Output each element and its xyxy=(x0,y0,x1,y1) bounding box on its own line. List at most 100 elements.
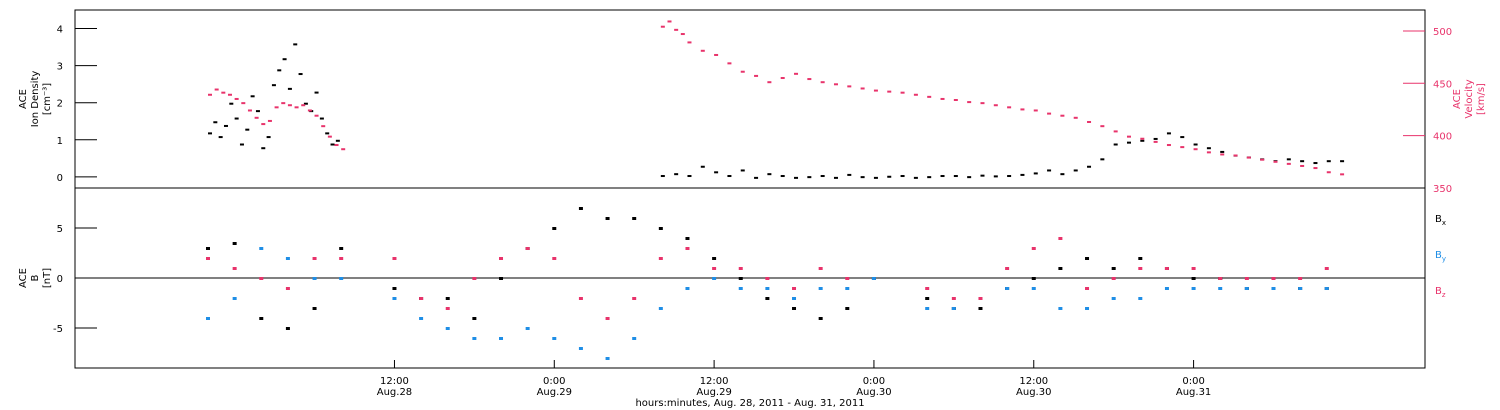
Bx-point xyxy=(845,307,850,310)
By-point xyxy=(445,327,450,330)
By-point xyxy=(206,317,210,320)
velocity-point xyxy=(1313,167,1318,170)
By-point xyxy=(712,277,717,280)
ion-density-point xyxy=(218,136,223,139)
Bz-point xyxy=(818,267,823,270)
ion-density-point xyxy=(319,117,324,120)
ion-density-point xyxy=(847,173,852,176)
top-panel: 0 1 2 3 4 350 400 450 500 ACE Ion Density [cm⁻³… xyxy=(18,9,1487,195)
Bz-point xyxy=(552,257,557,260)
velocity-point xyxy=(1273,160,1278,163)
By-point xyxy=(792,297,797,300)
velocity-point xyxy=(754,74,759,77)
x-tick-label-time: 0:00 xyxy=(543,376,565,387)
By-point xyxy=(951,307,956,310)
By-point xyxy=(765,287,770,290)
velocity-point xyxy=(1300,164,1305,167)
ion-density-point xyxy=(714,171,719,174)
top-left-ylabel-line3: [cm⁻³] xyxy=(42,83,53,115)
velocity-point xyxy=(1220,153,1225,156)
velocity-point xyxy=(1326,171,1331,174)
By-point xyxy=(1058,307,1063,310)
x-tick-label-date: Aug.29 xyxy=(537,387,572,398)
velocity-point xyxy=(1233,154,1238,157)
Bx-point xyxy=(605,217,610,220)
velocity-point xyxy=(1193,148,1198,151)
bottom-left-ylabel: ACE B [nT] xyxy=(18,268,53,288)
velocity-point xyxy=(267,119,272,122)
velocity-point xyxy=(1260,158,1265,161)
By-point xyxy=(925,307,930,310)
Bz-point xyxy=(472,277,477,280)
ion-density-point xyxy=(767,173,772,176)
velocity-point xyxy=(993,104,998,107)
ion-density-point xyxy=(271,84,276,87)
Bz-point xyxy=(685,247,690,250)
Bx-point xyxy=(925,297,930,300)
Bz-point xyxy=(1244,277,1249,280)
ion-density-points xyxy=(208,43,1345,179)
ion-density-point xyxy=(239,143,244,146)
velocity-point xyxy=(1007,106,1012,109)
ion-density-point xyxy=(1220,150,1225,153)
By-point xyxy=(392,297,397,300)
By-point xyxy=(472,337,477,340)
By-point xyxy=(232,297,237,300)
legend-label: Bx xyxy=(1435,214,1446,227)
velocity-point xyxy=(674,28,679,31)
ion-density-point xyxy=(807,176,812,179)
x-tick-label-time: 0:00 xyxy=(863,376,885,387)
velocity-point xyxy=(767,81,772,84)
By-point xyxy=(312,277,317,280)
ion-density-point xyxy=(1206,147,1211,150)
By-point xyxy=(419,317,424,320)
Bx-point xyxy=(232,242,237,245)
ion-density-point xyxy=(245,128,250,131)
ion-density-point xyxy=(335,139,340,142)
ion-density-point xyxy=(287,87,292,90)
ion-density-point xyxy=(1087,165,1092,168)
ion-density-point xyxy=(1033,172,1038,175)
By-point xyxy=(632,337,637,340)
ion-density-point xyxy=(1153,137,1158,140)
velocity-point xyxy=(980,102,985,105)
ion-density-point xyxy=(1180,136,1185,139)
top-panel-frame xyxy=(74,9,1426,189)
ion-density-point xyxy=(277,69,282,72)
velocity-point xyxy=(314,114,319,117)
ion-density-point xyxy=(213,121,218,124)
ion-density-point xyxy=(266,136,271,139)
ion-density-point xyxy=(1340,160,1345,163)
velocity-point xyxy=(780,77,785,80)
bottom-left-tick-label: 5 xyxy=(57,224,63,235)
By-point xyxy=(525,327,530,330)
Bz-point xyxy=(1111,277,1116,280)
velocity-point xyxy=(1180,146,1185,149)
ion-density-point xyxy=(820,175,825,178)
top-left-tick-label: 2 xyxy=(57,99,63,110)
Bz-point xyxy=(312,257,317,260)
Bz-point xyxy=(1031,247,1036,250)
top-left-tick-label: 4 xyxy=(57,25,63,36)
velocity-point xyxy=(1340,173,1345,176)
ion-density-point xyxy=(1286,158,1291,161)
x-tick-label-date: Aug.28 xyxy=(377,387,412,398)
velocity-point xyxy=(241,102,246,105)
Bx-point xyxy=(392,287,397,290)
velocity-point xyxy=(1087,120,1092,123)
velocity-point xyxy=(953,99,958,101)
velocity-point xyxy=(321,125,326,128)
ion-density-point xyxy=(208,132,212,135)
velocity-point xyxy=(833,83,838,86)
Bz-point xyxy=(525,247,530,250)
ion-density-point xyxy=(1126,141,1131,144)
velocity-point xyxy=(1246,156,1251,159)
Bz-point xyxy=(712,267,717,270)
By-point xyxy=(259,247,264,250)
Bx-point xyxy=(978,307,983,310)
top-right-tick-label: 350 xyxy=(1433,184,1452,195)
velocity-point xyxy=(913,93,918,96)
velocity-point xyxy=(274,106,279,109)
top-left-ylabel: ACE Ion Density [cm⁻³] xyxy=(18,71,53,128)
By-point xyxy=(685,287,690,290)
